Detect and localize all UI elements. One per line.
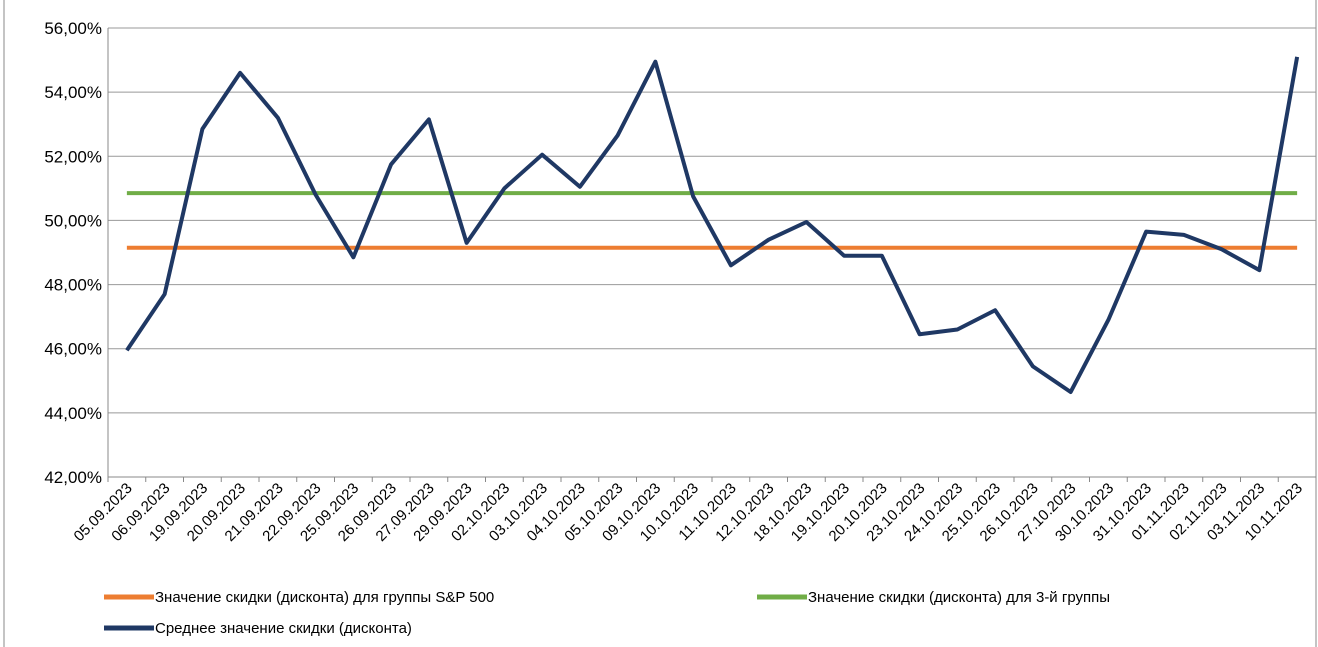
legend-label: Значение скидки (дисконта) для группы S&… xyxy=(155,589,494,606)
y-tick-label: 42,00% xyxy=(44,468,102,487)
y-tick-label: 48,00% xyxy=(44,276,102,295)
chart-frame xyxy=(3,0,1317,647)
legend-label: Среднее значение скидки (дисконта) xyxy=(155,620,412,637)
y-tick-label: 44,00% xyxy=(44,404,102,423)
y-tick-label: 56,00% xyxy=(44,19,102,38)
y-tick-label: 54,00% xyxy=(44,83,102,102)
y-tick-label: 46,00% xyxy=(44,340,102,359)
y-tick-label: 50,00% xyxy=(44,211,102,230)
y-tick-label: 52,00% xyxy=(44,147,102,166)
legend-label: Значение скидки (дисконта) для 3-й групп… xyxy=(808,589,1110,606)
series-line xyxy=(125,56,1300,395)
